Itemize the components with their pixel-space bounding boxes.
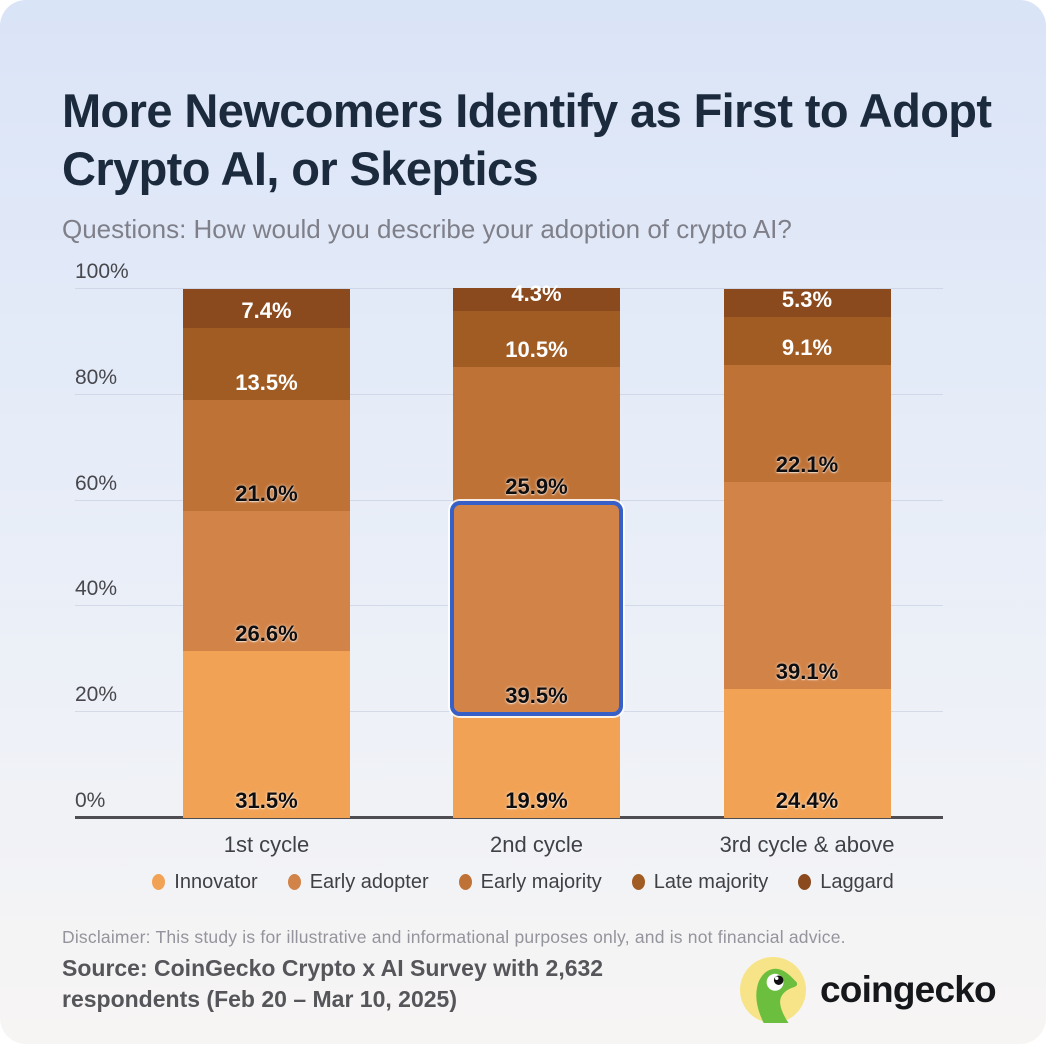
legend-item-late-majority: Late majority [631,870,769,894]
legend-label: Late majority [653,870,769,893]
source-text: Source: CoinGecko Crypto x AI Survey wit… [62,955,604,1012]
coingecko-logo-icon [740,957,806,1023]
x-axis-category-label: 1st cycle [223,832,310,857]
y-axis-tick-label: 60% [75,471,118,495]
stacked-bar: 24.4% 39.1% 22.1% 9.1% 5.3% [723,288,891,818]
y-axis-tick-label: 0% [75,789,106,812]
bar-segment: 22.1% [723,365,891,483]
bar-segment: 39.1% [723,482,891,689]
bar-segment: 9.1% [723,317,891,366]
gecko-head-shape [756,968,798,1023]
value-label: 39.1% [775,658,839,684]
legend-item-early-majority: Early majority [458,870,602,894]
bar-segment: 4.3% [453,282,620,312]
value-label: 5.3% [781,287,833,313]
stacked-bar: 31.5% 26.6% 21.0% 13.5% 7.4% [183,289,350,818]
bar-segment: 26.6% [183,510,350,652]
value-label: 19.9% [505,788,568,813]
legend-label: Early adopter [309,870,429,893]
bar-segment: 13.5% [183,328,350,400]
value-label: 9.1% [781,335,833,361]
highlight-outline [450,500,623,716]
bar-segment: 7.4% [183,289,350,329]
bar-segment: 25.9% [453,366,620,504]
legend-item-innovator: Innovator [152,870,258,894]
bar-segment: 24.4% [723,688,891,818]
value-label: 26.6% [235,621,298,647]
value-label: 21.0% [235,480,298,506]
legend-label: Early majority [480,870,602,893]
y-axis-tick-label: 100% [75,260,129,283]
bar-segment: 5.3% [723,288,891,318]
value-label: 13.5% [235,369,298,395]
disclaimer-text: Disclaimer: This study is for illustrati… [62,927,846,947]
bar-segment: 39.5% [453,503,620,713]
value-label: 4.3% [511,281,562,307]
value-label: 24.4% [775,788,839,813]
brand-lockup: coingecko [740,954,1020,1026]
chart-subtitle: Questions: How would you describe your a… [62,214,792,244]
y-axis-tick-label: 40% [75,577,118,601]
value-label: 22.1% [775,452,839,478]
bar-segment: 21.0% [183,399,350,511]
legend-label: Laggard [820,870,894,893]
page-title: More Newcomers Identify as First to Adop… [62,84,992,195]
legend-dot-icon [287,874,301,890]
value-label: 7.4% [241,298,292,324]
legend-dot-icon [798,874,812,890]
x-axis-category-label: 3rd cycle & above [719,832,895,857]
legend-label: Innovator [174,870,258,893]
stacked-bar: 19.9% 39.5% 25.9% 10.5% 4.3% [453,282,620,818]
legend-dot-icon [631,874,645,890]
y-axis-tick-label: 80% [75,365,118,389]
value-label: 31.5% [235,788,298,813]
value-label: 25.9% [505,473,568,499]
legend-item-laggard: Laggard [798,870,894,894]
bar-segment: 31.5% [183,651,350,818]
y-axis-tick-label: 20% [75,683,118,707]
value-label: 39.5% [505,682,568,708]
legend-dot-icon [152,874,166,890]
bar-segment: 10.5% [453,311,620,367]
legend: Innovator Early adopter Early majority Late… [0,864,1046,900]
legend-item-early-adopter: Early adopter [287,870,429,894]
plot-area: 0% 20% 40% 60% 80% 100% 31.5% 26.6% 21.0% 13.5% 7.… [75,260,943,857]
bar-segment: 19.9% [453,712,620,818]
legend-dot-icon [458,874,472,890]
brand-name: coingecko [820,969,997,1010]
value-label: 10.5% [505,336,568,362]
x-axis-category-label: 2nd cycle [490,832,583,857]
